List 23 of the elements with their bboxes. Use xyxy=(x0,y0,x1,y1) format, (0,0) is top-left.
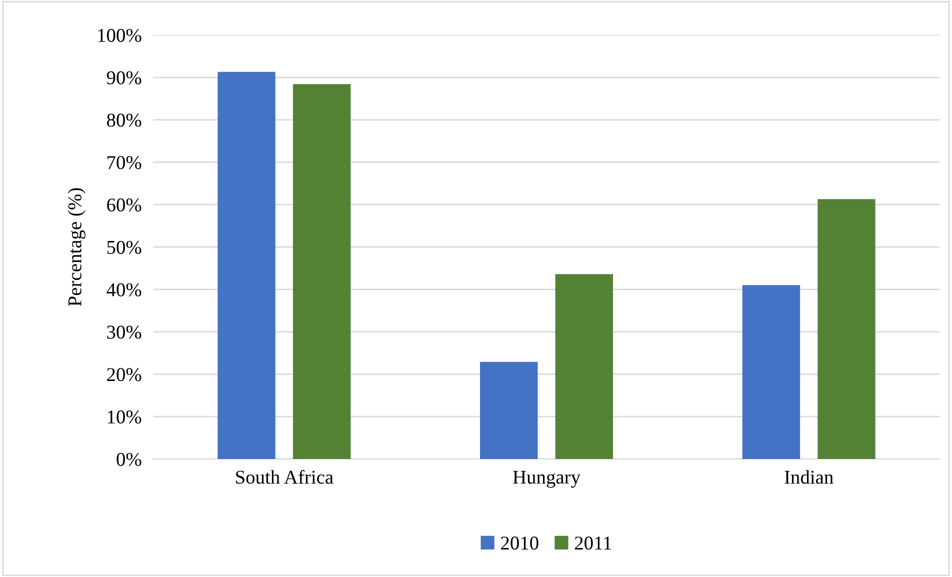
y-tick-label: 20% xyxy=(107,368,142,382)
bar xyxy=(292,84,351,459)
bar xyxy=(742,285,800,459)
y-tick-label: 60% xyxy=(107,198,142,212)
y-tick-label: 40% xyxy=(106,283,142,296)
y-tick-label: 30% xyxy=(107,326,142,339)
bar xyxy=(218,72,276,459)
y-tick-label: 100% xyxy=(98,28,142,42)
bar xyxy=(818,199,876,459)
y-tick-label: 80% xyxy=(106,114,142,127)
bar xyxy=(555,274,613,459)
y-tick-label: 70% xyxy=(108,156,142,170)
y-tick-label: 10% xyxy=(108,410,142,424)
y-tick-label: 0% xyxy=(116,452,142,466)
y-tick-label: 90% xyxy=(106,71,142,84)
x-tick-label: Hungary xyxy=(513,470,580,488)
legend-label: 2011 xyxy=(574,536,612,550)
legend-label: 2010 xyxy=(501,536,538,550)
bar xyxy=(480,362,538,459)
x-tick-label: Indian xyxy=(784,470,834,484)
x-tick-label: South Africa xyxy=(236,470,334,484)
y-tick-label: 50% xyxy=(107,240,142,254)
y-axis-title: Percentage (%) xyxy=(68,188,86,306)
